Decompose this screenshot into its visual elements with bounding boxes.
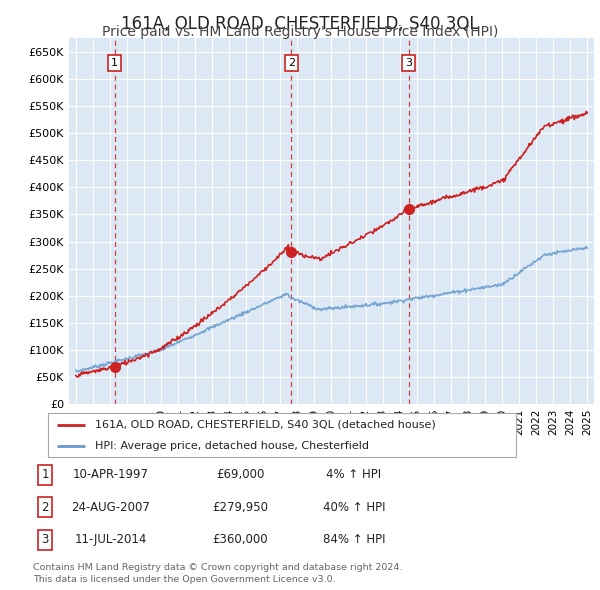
Text: £69,000: £69,000 (216, 468, 264, 481)
Text: Price paid vs. HM Land Registry's House Price Index (HPI): Price paid vs. HM Land Registry's House … (102, 25, 498, 40)
Text: HPI: Average price, detached house, Chesterfield: HPI: Average price, detached house, Ches… (95, 441, 369, 451)
Text: 4% ↑ HPI: 4% ↑ HPI (326, 468, 382, 481)
Text: 161A, OLD ROAD, CHESTERFIELD, S40 3QL (detached house): 161A, OLD ROAD, CHESTERFIELD, S40 3QL (d… (95, 419, 436, 430)
Text: 24-AUG-2007: 24-AUG-2007 (71, 501, 151, 514)
Text: 11-JUL-2014: 11-JUL-2014 (75, 533, 147, 546)
Text: 3: 3 (405, 58, 412, 68)
Text: 1: 1 (41, 468, 49, 481)
Text: 10-APR-1997: 10-APR-1997 (73, 468, 149, 481)
Text: 2: 2 (288, 58, 295, 68)
Text: 2: 2 (41, 501, 49, 514)
Text: Contains HM Land Registry data © Crown copyright and database right 2024.: Contains HM Land Registry data © Crown c… (33, 563, 403, 572)
Text: £279,950: £279,950 (212, 501, 268, 514)
Text: 3: 3 (41, 533, 49, 546)
Text: 40% ↑ HPI: 40% ↑ HPI (323, 501, 385, 514)
Text: 161A, OLD ROAD, CHESTERFIELD, S40 3QL: 161A, OLD ROAD, CHESTERFIELD, S40 3QL (121, 15, 479, 33)
Text: 84% ↑ HPI: 84% ↑ HPI (323, 533, 385, 546)
Text: This data is licensed under the Open Government Licence v3.0.: This data is licensed under the Open Gov… (33, 575, 335, 584)
Text: £360,000: £360,000 (212, 533, 268, 546)
Text: 1: 1 (111, 58, 118, 68)
